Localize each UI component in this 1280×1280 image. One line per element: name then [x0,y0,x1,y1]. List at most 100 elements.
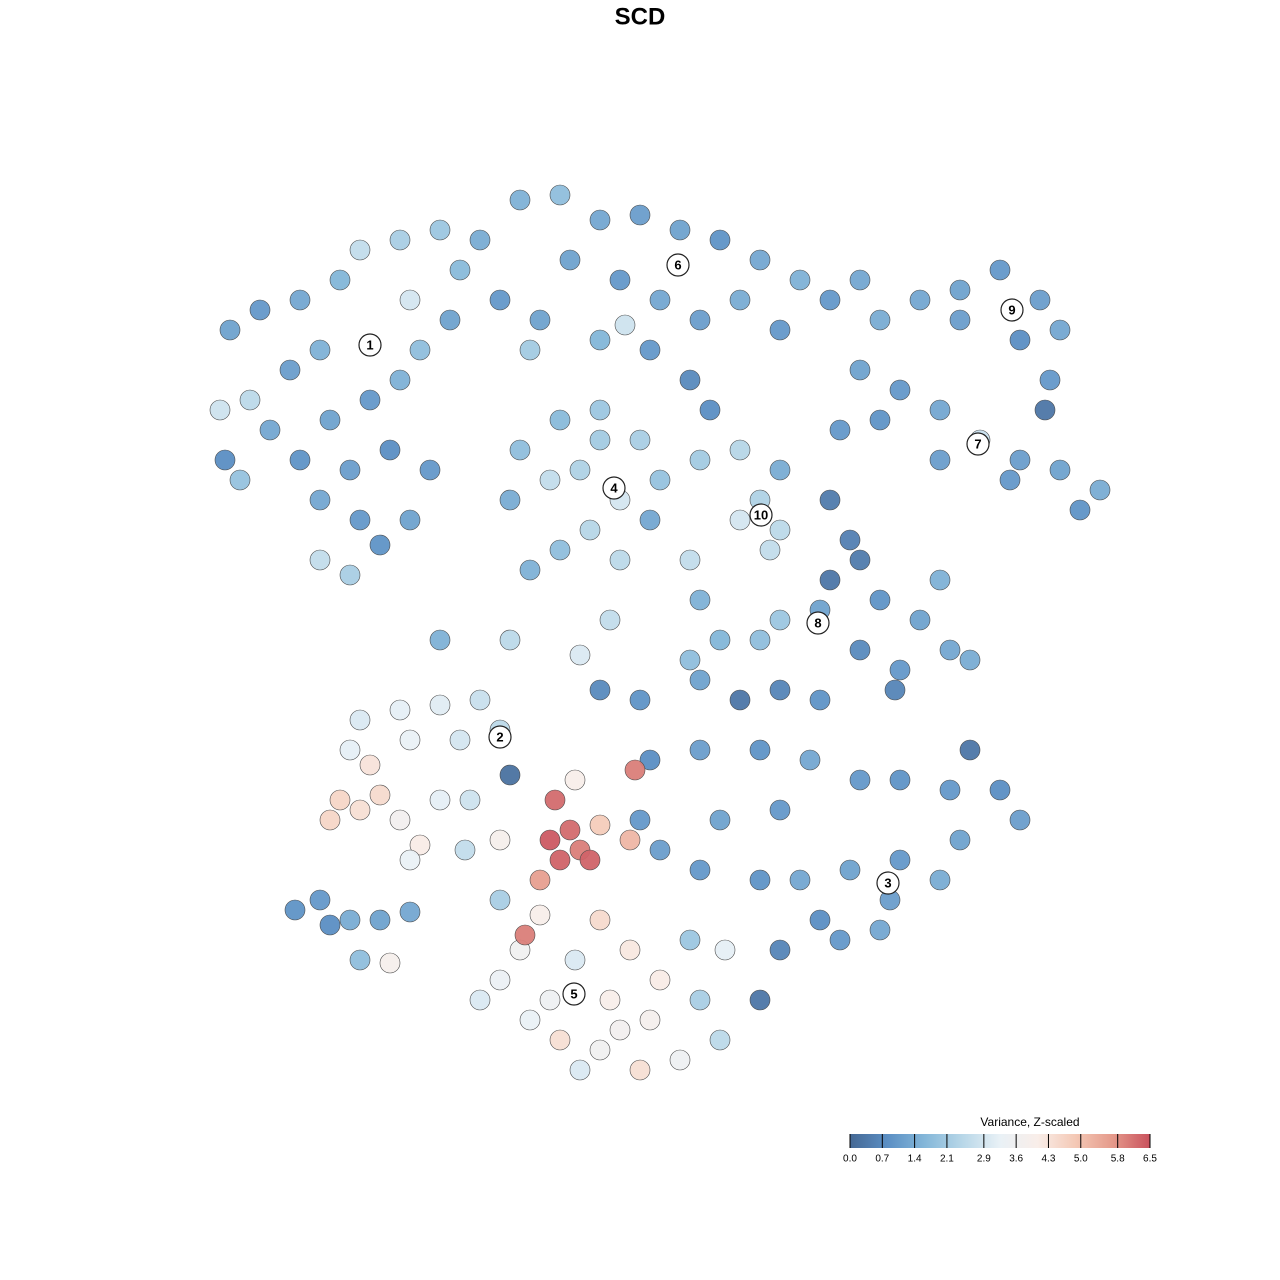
point [749,989,771,1011]
point [399,289,421,311]
point [499,489,521,511]
point [349,709,371,731]
point [959,739,981,761]
point [649,469,671,491]
point [419,459,441,481]
point [289,449,311,471]
point [689,449,711,471]
point [769,939,791,961]
point [369,784,391,806]
point [469,689,491,711]
cluster-marker [562,982,586,1006]
point [609,549,631,571]
cluster-label: 8 [814,615,821,630]
point [559,249,581,271]
point [489,829,511,851]
point [699,399,721,421]
point [679,549,701,571]
point [789,269,811,291]
point [849,359,871,381]
cluster-label: 4 [610,480,618,495]
point [639,1009,661,1031]
point [209,399,231,421]
point [569,1059,591,1081]
point [509,189,531,211]
point [729,509,751,531]
point [709,229,731,251]
point [1069,499,1091,521]
point [849,269,871,291]
colorbar-tick-label: 6.5 [1143,1154,1157,1165]
point [749,629,771,651]
point [989,779,1011,801]
point [889,379,911,401]
point [799,749,821,771]
cluster-label: 2 [496,729,503,744]
point [519,1009,541,1031]
point [949,279,971,301]
point [279,359,301,381]
point [769,519,791,541]
chart-title: SCD [615,3,666,30]
point [329,269,351,291]
cluster-marker [876,871,900,895]
point [329,789,351,811]
point [589,814,611,836]
point [389,369,411,391]
point [689,589,711,611]
point [759,539,781,561]
point [689,669,711,691]
point [619,939,641,961]
point [429,789,451,811]
point [1049,319,1071,341]
point [369,534,391,556]
point [349,239,371,261]
point [564,769,586,791]
point [429,694,451,716]
point [339,739,361,761]
point [449,729,471,751]
point [519,559,541,581]
point [769,799,791,821]
cluster-marker [749,503,773,527]
point [849,769,871,791]
point [349,509,371,531]
point [999,469,1021,491]
cluster-label: 7 [974,436,981,451]
cluster-label: 6 [674,257,681,272]
point [549,184,571,206]
point [569,644,591,666]
point [939,779,961,801]
point [569,459,591,481]
point [1029,289,1051,311]
point [359,389,381,411]
point [389,809,411,831]
point [769,679,791,701]
point [889,659,911,681]
point [579,519,601,541]
point [589,909,611,931]
colorbar-title: Variance, Z-scaled [980,1115,1079,1129]
point [839,859,861,881]
point [829,419,851,441]
point [469,229,491,251]
point [409,339,431,361]
cluster-marker [666,253,690,277]
point [589,329,611,351]
point [439,309,461,331]
cluster-marker [806,611,830,635]
colorbar-tick-label: 5.0 [1074,1154,1088,1165]
point [639,339,661,361]
point [649,969,671,991]
point [359,754,381,776]
point [239,389,261,411]
point [669,1049,691,1071]
point [309,549,331,571]
point [249,299,271,321]
point [1034,399,1056,421]
point [499,764,521,786]
point [649,289,671,311]
point [939,639,961,661]
point [929,399,951,421]
point [489,969,511,991]
